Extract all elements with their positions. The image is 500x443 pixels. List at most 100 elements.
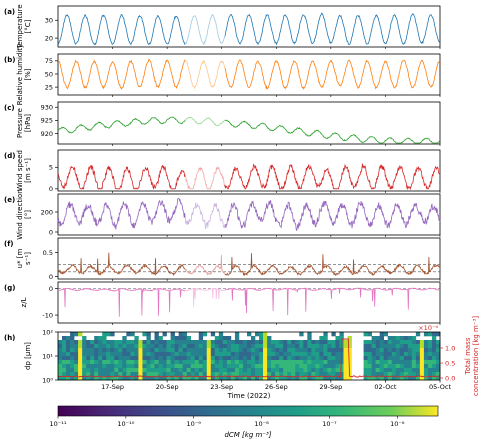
- heatmap-cell: [395, 368, 401, 373]
- heatmap-cell: [311, 352, 316, 357]
- heatmap-cell: [198, 352, 204, 357]
- heatmap-cell: [142, 332, 147, 337]
- colorbar-tick-label: 10⁻¹¹: [50, 420, 67, 428]
- heatmap-cell: [307, 332, 312, 337]
- heatmap-cell: [62, 364, 67, 369]
- heatmap-cell: [291, 372, 296, 377]
- heatmap-cell: [307, 368, 312, 373]
- heatmap-cell: [122, 340, 127, 345]
- heatmap-cell: [162, 368, 167, 373]
- heatmap-cell: [303, 344, 308, 349]
- heatmap-cell: [271, 356, 276, 361]
- heatmap-cell: [122, 376, 127, 381]
- heatmap-cell: [182, 344, 187, 349]
- heatmap-cell: [259, 360, 264, 365]
- heatmap-cell: [295, 340, 300, 345]
- heatmap-cell: [391, 360, 397, 365]
- heatmap-cell: [331, 360, 336, 365]
- heatmap-cell: [387, 340, 393, 345]
- heatmap-cell: [118, 368, 123, 373]
- heatmap-cell: [182, 336, 187, 341]
- heatmap-cell: [395, 352, 401, 357]
- heatmap-cell: [58, 364, 63, 369]
- heatmap-cell: [62, 372, 67, 377]
- heatmap-cell: [182, 356, 187, 361]
- heatmap-cell: [150, 360, 155, 365]
- heatmap-cell: [170, 360, 175, 365]
- heatmap-cell: [283, 364, 288, 369]
- heatmap-cell: [106, 368, 111, 373]
- heatmap-cell: [375, 372, 380, 377]
- heatmap-cell: [347, 376, 352, 381]
- heatmap-cell: [419, 364, 425, 369]
- heatmap-cell: [182, 348, 187, 353]
- heatmap-cell: [327, 348, 332, 353]
- heatmap-cell: [267, 344, 272, 349]
- heatmap-cell: [387, 364, 393, 369]
- heatmap-cell: [194, 348, 200, 353]
- heatmap-cell: [271, 372, 276, 377]
- heatmap-cell: [90, 340, 95, 345]
- heatmap-cell: [198, 336, 204, 341]
- heatmap-cell: [427, 352, 433, 357]
- y-axis-label: Relative humidity: [16, 44, 24, 105]
- heatmap-cell: [427, 344, 433, 349]
- x-tick-label: 02-Oct: [374, 383, 396, 391]
- heatmap-cell: [122, 344, 127, 349]
- heatmap-cell: [150, 376, 155, 381]
- heatmap-cell: [431, 344, 437, 349]
- heatmap-cell: [62, 336, 67, 341]
- heatmap-cell: [255, 368, 260, 373]
- panel-6: (f)u* [m s⁻¹] 0 0.5: [4, 237, 441, 281]
- heatmap-cell: [234, 340, 240, 345]
- heatmap-cell: [431, 336, 437, 341]
- heatmap-cell: [395, 348, 401, 353]
- heatmap-cell: [375, 360, 380, 365]
- heatmap-cell: [246, 364, 252, 369]
- heatmap-cell: [287, 376, 292, 381]
- heatmap-cell: [66, 372, 71, 377]
- heatmap-cell: [86, 372, 91, 377]
- heatmap-cell: [134, 336, 139, 341]
- heatmap-cell: [74, 372, 79, 377]
- heatmap-cell: [339, 376, 344, 381]
- heatmap-cell: [267, 356, 272, 361]
- heatmap-cell: [331, 332, 336, 337]
- heatmap-cell: [291, 352, 296, 357]
- series-line-gap: [184, 166, 226, 190]
- heatmap-cell: [138, 360, 143, 365]
- heatmap-cell: [174, 376, 179, 381]
- colorbar-tick-label: 10⁻⁷: [322, 420, 337, 428]
- heatmap-cell: [415, 364, 421, 369]
- heatmap-cell: [182, 332, 187, 337]
- heatmap-cell: [86, 368, 91, 373]
- heatmap-cell: [379, 364, 384, 369]
- heatmap-cell: [202, 368, 208, 373]
- heatmap-cell: [122, 356, 127, 361]
- panel-frame: [57, 149, 441, 192]
- heatmap-cell: [202, 376, 208, 381]
- heatmap-cell: [218, 340, 224, 345]
- heatmap-cell: [102, 368, 107, 373]
- heatmap-cell: [267, 376, 272, 381]
- heatmap-cell: [327, 364, 332, 369]
- heatmap-cell: [427, 356, 433, 361]
- heatmap-cell: [234, 344, 240, 349]
- y-axis-label: s⁻¹]: [24, 252, 32, 265]
- heatmap-cell: [122, 372, 127, 377]
- heatmap-cell: [218, 332, 224, 337]
- heatmap-cell: [399, 340, 405, 345]
- heatmap-cell: [170, 368, 175, 373]
- heatmap-cell: [158, 336, 163, 341]
- heatmap-cell: [379, 344, 384, 349]
- heatmap-cell: [283, 368, 288, 373]
- heatmap-cell: [303, 352, 308, 357]
- heatmap-cell: [150, 352, 155, 357]
- heatmap-cell: [214, 344, 220, 349]
- heatmap-cell: [178, 364, 183, 369]
- heatmap-cell: [174, 356, 179, 361]
- heatmap-cell: [403, 340, 409, 345]
- heatmap-cell: [206, 376, 212, 381]
- heatmap-cell: [407, 372, 413, 377]
- heatmap-cell: [90, 344, 95, 349]
